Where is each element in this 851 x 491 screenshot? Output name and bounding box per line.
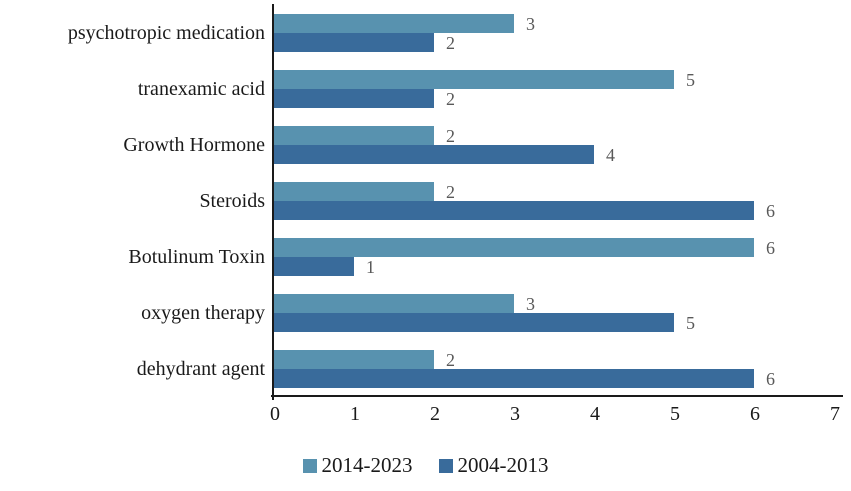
x-axis-line xyxy=(271,395,843,397)
category-label: Steroids xyxy=(199,190,265,212)
category-label: psychotropic medication xyxy=(67,22,265,44)
bar-2014-2023 xyxy=(274,182,434,201)
category-label: Growth Hormone xyxy=(123,134,265,156)
bar-2014-2023 xyxy=(274,294,514,313)
data-label: 5 xyxy=(686,69,695,90)
bar-2014-2023 xyxy=(274,238,754,257)
data-label: 4 xyxy=(606,144,615,165)
category-label: Botulinum Toxin xyxy=(128,246,265,268)
bar-2004-2013 xyxy=(274,369,754,388)
x-tick-label: 6 xyxy=(750,403,760,425)
category-label: tranexamic acid xyxy=(137,78,265,100)
bar-2014-2023 xyxy=(274,126,434,145)
x-tick-label: 0 xyxy=(270,403,280,425)
bar-2004-2013 xyxy=(274,201,754,220)
legend-swatch-icon xyxy=(302,458,317,473)
legend-entry: 2014-2023 xyxy=(302,453,413,478)
category-label: oxygen therapy xyxy=(141,302,265,324)
x-tick-label: 1 xyxy=(350,403,360,425)
data-label: 6 xyxy=(766,237,775,258)
x-tick-label: 3 xyxy=(510,403,520,425)
data-label: 2 xyxy=(446,125,455,146)
bar-2004-2013 xyxy=(274,33,434,52)
data-label: 1 xyxy=(366,256,375,277)
x-tick-label: 4 xyxy=(590,403,600,425)
legend: 2014-2023 2004-2013 xyxy=(0,453,851,478)
legend-label: 2014-2023 xyxy=(321,453,413,477)
data-label: 5 xyxy=(686,312,695,333)
x-tick-label: 5 xyxy=(670,403,680,425)
legend-entry: 2004-2013 xyxy=(438,453,549,478)
data-label: 2 xyxy=(446,181,455,202)
data-label: 3 xyxy=(526,13,535,34)
legend-label: 2004-2013 xyxy=(457,453,549,477)
data-label: 2 xyxy=(446,88,455,109)
data-label: 2 xyxy=(446,32,455,53)
bar-2014-2023 xyxy=(274,350,434,369)
bar-2014-2023 xyxy=(274,14,514,33)
x-tick-label: 7 xyxy=(830,403,840,425)
legend-swatch-icon xyxy=(438,458,453,473)
bar-2004-2013 xyxy=(274,313,674,332)
data-label: 6 xyxy=(766,368,775,389)
bar-2004-2013 xyxy=(274,257,354,276)
y-axis-line xyxy=(272,4,274,400)
bar-2014-2023 xyxy=(274,70,674,89)
category-label: dehydrant agent xyxy=(136,358,265,380)
data-label: 2 xyxy=(446,349,455,370)
data-label: 3 xyxy=(526,293,535,314)
bar-2004-2013 xyxy=(274,145,594,164)
x-tick-label: 2 xyxy=(430,403,440,425)
bar-2004-2013 xyxy=(274,89,434,108)
data-label: 6 xyxy=(766,200,775,221)
